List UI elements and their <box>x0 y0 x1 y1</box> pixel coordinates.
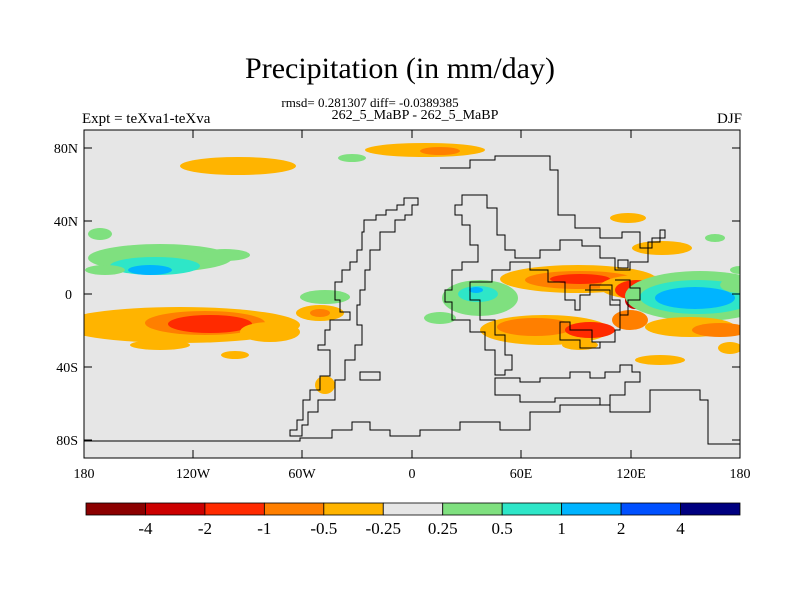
colorbar-labels: -4 -2 -1 -0.5 -0.25 0.25 0.5 1 2 4 <box>138 519 685 538</box>
lat-label-40n: 40N <box>54 215 78 230</box>
colorbar-swatch <box>323 502 384 516</box>
colorbar-swatch <box>85 502 146 516</box>
colorbar-label: -0.25 <box>366 519 401 538</box>
colorbar-swatch <box>263 502 325 516</box>
colorbar-label: -4 <box>138 519 153 538</box>
lon-label-120w: 120W <box>176 467 211 482</box>
lon-label-180e: 180 <box>730 467 751 482</box>
colorbar-label: 0.5 <box>492 519 513 538</box>
lat-label-40s: 40S <box>56 361 78 376</box>
lat-label-eq: 0 <box>65 288 72 303</box>
colorbar-swatch <box>620 502 681 516</box>
colorbar-label: -2 <box>198 519 212 538</box>
colorbar-label: -1 <box>257 519 271 538</box>
case-names: 262_5_MaBP - 262_5_MaBP <box>331 108 499 123</box>
lon-label-0: 0 <box>409 467 416 482</box>
lat-label-80n: 80N <box>54 142 78 157</box>
colorbar-label: -0.5 <box>310 519 337 538</box>
colorbar-swatch <box>204 502 265 516</box>
experiment-label: Expt = teXva1-teXva <box>82 111 211 127</box>
stats-line: rmsd= 0.281307 diff= -0.0389385 <box>281 95 459 110</box>
axis-ticks <box>84 130 740 458</box>
lon-label-60e: 60E <box>510 467 533 482</box>
colorbar-label: 2 <box>617 519 626 538</box>
colorbar-swatch <box>442 502 503 516</box>
colorbar-swatch <box>561 502 622 516</box>
colorbar-swatch <box>680 502 741 516</box>
coastlines <box>84 155 740 445</box>
colorbar-label: 1 <box>557 519 566 538</box>
lat-label-80s: 80S <box>56 434 78 449</box>
lon-label-60w: 60W <box>288 467 316 482</box>
colorbar-swatch <box>145 502 206 516</box>
lon-label-180w: 180 <box>74 467 95 482</box>
colorbar <box>85 502 741 516</box>
colorbar-swatch <box>382 502 444 516</box>
lon-label-120e: 120E <box>616 467 646 482</box>
season-label: DJF <box>716 111 742 127</box>
colorbar-label: 4 <box>676 519 685 538</box>
plot-title: Precipitation (in mm/day) <box>245 52 555 85</box>
colorbar-swatch <box>501 502 563 516</box>
colorbar-label: 0.25 <box>428 519 458 538</box>
